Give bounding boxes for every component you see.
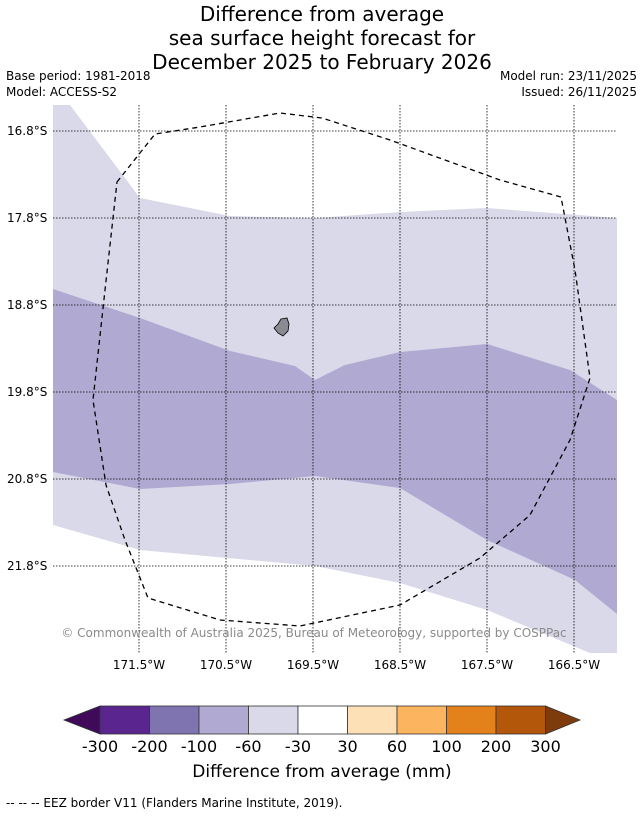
cb-tick-7: 60 (386, 737, 408, 756)
base-period: Base period: 1981-2018 (6, 69, 151, 83)
lon-label-169.5: 169.5°W (287, 658, 339, 672)
cb-tick-10: 300 (530, 737, 561, 756)
issued-date: Issued: 26/11/2025 (521, 85, 637, 99)
model-name: Model: ACCESS-S2 (6, 85, 118, 99)
eez-legend-note: -- -- -- EEZ border V11 (Flanders Marine… (6, 796, 343, 810)
cb-tick-3: -100 (180, 737, 218, 756)
colorbar-bin-3 (198, 705, 249, 735)
colorbar-bin-8 (446, 705, 497, 735)
meta-left: Base period: 1981-2018 Model: ACCESS-S2 (6, 68, 151, 100)
colorbar-bin-6 (347, 705, 398, 735)
cb-tick-4: -60 (235, 737, 262, 756)
lat-label-17.8: 17.8°S (7, 211, 47, 225)
meta-right: Model run: 23/11/2025 Issued: 26/11/2025 (500, 68, 637, 100)
colorbar-over-arrow (545, 705, 582, 735)
title-line-1: Difference from average (199, 2, 445, 26)
cb-tick-6: 30 (337, 737, 358, 756)
lon-label-167.5: 167.5°W (461, 658, 513, 672)
eez-border (92, 112, 591, 627)
title-line-3: December 2025 to February 2026 (152, 50, 492, 74)
lat-labels: 16.8°S 17.8°S 18.8°S 19.8°S 20.8°S 21.8°… (7, 124, 47, 573)
colorbar-bin-2 (149, 705, 200, 735)
lat-label-20.8: 20.8°S (7, 472, 47, 486)
model-run: Model run: 23/11/2025 (499, 69, 637, 83)
cb-tick-9: 200 (480, 737, 512, 756)
title-line-2: sea surface height forecast for (168, 26, 476, 50)
map-area: © Commonwealth of Australia 2025, Bureau… (53, 105, 617, 653)
colorbar-bin-4 (248, 705, 299, 735)
colorbar (62, 705, 582, 735)
colorbar-bin-9 (495, 705, 546, 735)
colorbar-title: Difference from average (mm) (192, 762, 452, 782)
lat-label-19.8: 19.8°S (7, 385, 47, 399)
lat-label-18.8: 18.8°S (7, 298, 47, 312)
lon-label-171.5: 171.5°W (113, 658, 165, 672)
band-neg100-neg60 (53, 289, 617, 614)
lat-label-21.8: 21.8°S (7, 559, 47, 573)
colorbar-bin-5 (297, 705, 348, 735)
colorbar-under-arrow (62, 705, 101, 735)
chart-title: Difference from average sea surface heig… (0, 2, 644, 74)
lon-label-170.5: 170.5°W (200, 658, 252, 672)
gridlines (53, 105, 617, 653)
cb-tick-1: -300 (81, 737, 119, 756)
lon-labels: 171.5°W 170.5°W 169.5°W 168.5°W 167.5°W … (113, 658, 600, 672)
copyright: © Commonwealth of Australia 2025, Bureau… (61, 626, 566, 640)
colorbar-bin-7 (396, 705, 447, 735)
cb-tick-2: -200 (131, 737, 168, 756)
lat-label-16.8: 16.8°S (7, 124, 47, 138)
colorbar-bin-1 (99, 705, 150, 735)
lon-label-168.5: 168.5°W (374, 658, 426, 672)
cb-tick-8: 100 (431, 737, 462, 756)
lon-label-166.5: 166.5°W (548, 658, 600, 672)
cb-tick-5: -30 (284, 737, 312, 756)
island-niue (273, 317, 290, 337)
